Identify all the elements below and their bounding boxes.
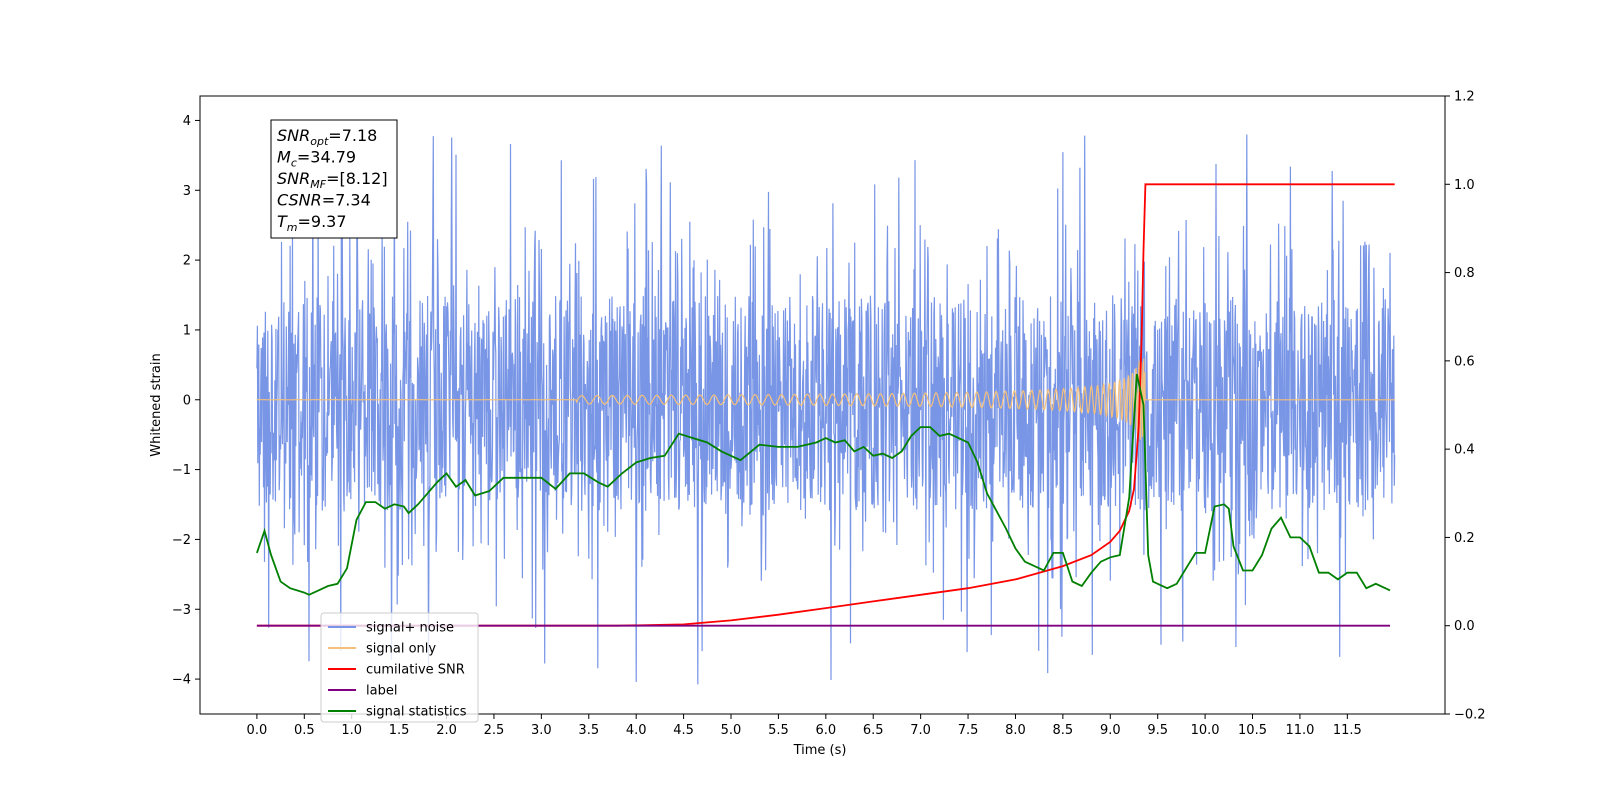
series-cumulative-snr [256, 183, 1395, 627]
y-tick-label: 4 [183, 114, 191, 129]
series-signal-statistics [256, 373, 1391, 596]
annotation-value: =34.79 [297, 148, 356, 167]
y-tick-label: 3 [183, 184, 191, 199]
y2-tick-label: 0.8 [1454, 266, 1475, 281]
legend-entry: signal statistics [366, 705, 467, 720]
x-axis-label: Time (s) [793, 743, 847, 758]
annotation-line: SNRopt=7.18 [277, 126, 377, 148]
annotation-sub: opt [310, 135, 329, 148]
x-tick-label: 5.0 [721, 723, 742, 738]
x-tick-label: 8.0 [1005, 723, 1026, 738]
legend-entry: signal+ noise [366, 621, 454, 636]
annotation-var: SNR [277, 169, 310, 188]
y-tick-label: 2 [183, 254, 191, 269]
annotation-var: M [277, 148, 291, 167]
x-tick-label: 9.5 [1147, 723, 1168, 738]
y2-tick-label: 0.0 [1454, 619, 1475, 634]
x-tick-label: 0.0 [247, 723, 268, 738]
y-axis-label: Whitened strain [149, 353, 164, 456]
x-tick-label: 2.5 [484, 723, 505, 738]
legend: signal+ noise signal only cumilative SNR la… [320, 612, 479, 723]
x-tick-label: 10.5 [1238, 723, 1267, 738]
x-tick-label: 3.0 [531, 723, 552, 738]
legend-entry: cumilative SNR [366, 663, 465, 678]
y2-tick-label: 0.2 [1454, 531, 1475, 546]
metrics-annotation-box: SNRopt=7.18Mc=34.79SNRMF=[8.12]CSNR=7.34… [270, 119, 398, 239]
annotation-var: T [277, 212, 288, 231]
y-tick-label: 1 [183, 323, 191, 338]
x-tick-label: 1.5 [389, 723, 410, 738]
x-tick-label: 11.0 [1285, 723, 1314, 738]
y-axis-ticks: 4 3 2 1 0 −1 −2 −3 −4 [172, 114, 200, 688]
x-tick-label: 10.0 [1191, 723, 1220, 738]
annotation-line: Mc=34.79 [277, 148, 356, 170]
annotation-sub: MF [310, 178, 326, 191]
annotation-value: =7.34 [322, 191, 371, 210]
y-tick-label: −1 [172, 463, 191, 478]
y2-tick-label: −0.2 [1454, 708, 1486, 723]
y2-tick-label: 0.6 [1454, 354, 1475, 369]
annotation-value: =9.37 [298, 212, 347, 231]
legend-frame [320, 612, 479, 723]
series-signal-only [256, 358, 1395, 441]
y2-tick-label: 1.2 [1454, 90, 1475, 105]
x-tick-label: 6.0 [815, 723, 836, 738]
x-tick-label: 3.5 [578, 723, 599, 738]
y-tick-label: 0 [183, 393, 191, 408]
legend-entry: signal only [366, 642, 436, 657]
series-signal-noise [256, 134, 1396, 685]
y2-tick-label: 0.4 [1454, 443, 1475, 458]
y-tick-label: −3 [172, 603, 191, 618]
x-tick-label: 7.0 [910, 723, 931, 738]
x-tick-label: 2.0 [436, 723, 457, 738]
plot-frame [199, 95, 1446, 715]
y-tick-label: −4 [172, 673, 191, 688]
x-tick-label: 11.5 [1333, 723, 1362, 738]
annotation-line: SNRMF=[8.12] [277, 169, 388, 191]
y-tick-label: −2 [172, 533, 191, 548]
x-tick-label: 4.5 [673, 723, 694, 738]
annotation-value: =7.18 [328, 126, 377, 145]
x-tick-label: 9.0 [1100, 723, 1121, 738]
y2-axis-ticks: 1.2 1.0 0.8 0.6 0.4 0.2 0.0 −0.2 [1445, 90, 1486, 723]
annotation-value: =[8.12] [326, 169, 388, 188]
annotation-sub: m [287, 221, 298, 234]
annotation-line: Tm=9.37 [277, 212, 347, 234]
annotation-var: CSNR [277, 191, 322, 210]
x-tick-label: 7.5 [958, 723, 979, 738]
annotation-line: CSNR=7.34 [277, 191, 371, 210]
x-tick-label: 1.0 [341, 723, 362, 738]
x-tick-label: 6.5 [863, 723, 884, 738]
annotation-sub: c [291, 157, 297, 170]
x-tick-label: 4.0 [626, 723, 647, 738]
x-tick-label: 5.5 [768, 723, 789, 738]
annotation-var: SNR [277, 126, 310, 145]
x-axis-ticks: 0.0 0.5 1.0 1.5 2.0 2.5 3.0 3.5 4.0 4.5 5.0 5.5 6.0 6… [247, 714, 1362, 738]
legend-entry: label [366, 684, 397, 699]
x-tick-label: 8.5 [1053, 723, 1074, 738]
x-tick-label: 0.5 [294, 723, 315, 738]
y2-tick-label: 1.0 [1454, 178, 1475, 193]
